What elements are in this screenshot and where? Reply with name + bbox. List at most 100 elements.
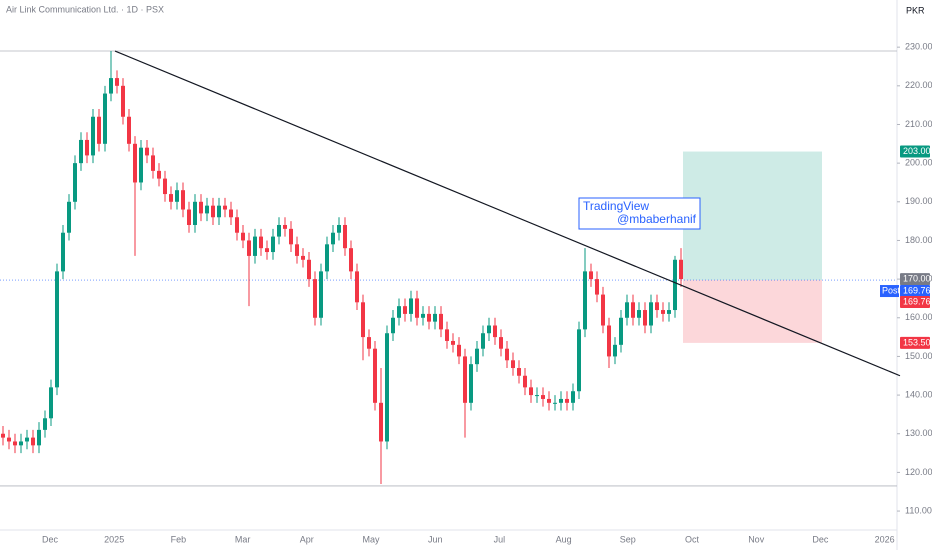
candle-body xyxy=(679,259,683,280)
candle-body xyxy=(163,178,167,195)
chart-title: Air Link Communication Ltd. · 1D · PSX xyxy=(6,4,164,14)
stop-zone xyxy=(683,280,822,343)
candle-body xyxy=(103,93,107,144)
price-tag: Post xyxy=(882,285,901,295)
candle-body xyxy=(1,433,5,438)
candle-body xyxy=(673,259,677,311)
y-tick-label: 230.00 xyxy=(905,42,932,52)
candle-body xyxy=(505,348,509,361)
candle-body xyxy=(355,271,359,303)
candle-body xyxy=(223,205,227,210)
candle-body xyxy=(631,302,635,318)
candle-body xyxy=(409,298,413,314)
y-tick-label: 220.00 xyxy=(905,80,932,90)
candle-body xyxy=(157,170,161,179)
candle-body xyxy=(475,348,479,365)
candle-body xyxy=(439,313,443,330)
price-label: 170.00 xyxy=(903,273,931,283)
candle-body xyxy=(469,364,473,403)
x-tick-label: Dec xyxy=(42,534,59,544)
candle-body xyxy=(325,244,329,272)
candle-body xyxy=(493,325,497,338)
candle-body xyxy=(649,302,653,326)
price-tag-box xyxy=(880,285,899,298)
candle-body xyxy=(373,348,377,403)
candle-body xyxy=(187,209,191,225)
watermark: TradingView xyxy=(583,199,649,213)
candle-body xyxy=(37,429,41,446)
candle-body xyxy=(535,395,539,397)
candle-body xyxy=(19,441,23,446)
candle-body xyxy=(121,85,125,117)
price-label-box xyxy=(900,273,930,286)
y-tick-label: 140.00 xyxy=(905,389,932,399)
candle-body xyxy=(577,329,581,392)
candle-body xyxy=(199,201,203,214)
candle-body xyxy=(451,340,455,345)
x-tick-label: Jul xyxy=(494,534,506,544)
candle-body xyxy=(637,310,641,318)
candle-body xyxy=(247,240,251,256)
price-label-box xyxy=(900,145,930,158)
x-tick-label: 2026 xyxy=(875,534,895,544)
candle-body xyxy=(277,224,281,237)
x-tick-label: 2025 xyxy=(104,534,124,544)
candle-body xyxy=(433,313,437,322)
x-tick-label: May xyxy=(362,534,380,544)
price-label: 153.50 xyxy=(903,337,931,347)
candle-body xyxy=(49,387,53,419)
candle-body xyxy=(343,224,347,249)
price-label: 203.00 xyxy=(903,146,931,156)
candle-body xyxy=(661,310,665,314)
candle-body xyxy=(481,333,485,349)
candle-body xyxy=(601,294,605,326)
candle-body xyxy=(7,437,11,442)
candle-body xyxy=(169,194,173,202)
candle-body xyxy=(559,398,563,403)
currency: PKR xyxy=(906,5,925,15)
candle-body xyxy=(67,201,71,233)
candle-body xyxy=(643,310,647,326)
candle-body xyxy=(271,236,275,253)
x-tick-label: Sep xyxy=(620,534,636,544)
candle-body xyxy=(145,147,149,156)
y-tick-label: 110.00 xyxy=(905,505,932,515)
candle-body xyxy=(655,302,659,311)
candle-body xyxy=(403,306,407,314)
candle-body xyxy=(25,437,29,442)
candle-body xyxy=(289,228,293,245)
price-label-box xyxy=(900,296,930,309)
x-tick-label: Dec xyxy=(812,534,829,544)
price-label-box xyxy=(900,336,930,349)
candle-body xyxy=(625,302,629,318)
candle-body xyxy=(565,398,569,403)
candle-body xyxy=(583,271,587,330)
candle-body xyxy=(457,344,461,357)
candle-body xyxy=(73,163,77,202)
candle-body xyxy=(217,205,221,218)
candle-body xyxy=(379,402,383,442)
y-tick-label: 190.00 xyxy=(905,196,932,206)
candle-body xyxy=(349,248,353,272)
x-tick-label: Jun xyxy=(428,534,443,544)
x-tick-label: Apr xyxy=(300,534,314,544)
y-tick-label: 130.00 xyxy=(905,428,932,438)
y-tick-label: 180.00 xyxy=(905,235,932,245)
candle-body xyxy=(229,209,233,218)
candle-body xyxy=(139,147,143,183)
candle-body xyxy=(619,317,623,345)
candle-body xyxy=(211,205,215,218)
candle-body xyxy=(367,337,371,349)
candle-body xyxy=(547,398,551,403)
x-tick-label: Feb xyxy=(171,534,187,544)
candle-body xyxy=(283,224,287,229)
candle-body xyxy=(613,344,617,357)
candle-body xyxy=(151,155,155,171)
candle-body xyxy=(109,78,113,94)
candle-body xyxy=(127,116,131,144)
candle-body xyxy=(523,375,527,388)
candle-body xyxy=(553,402,557,404)
candle-body xyxy=(319,271,323,318)
y-tick-label: 120.00 xyxy=(905,467,932,477)
